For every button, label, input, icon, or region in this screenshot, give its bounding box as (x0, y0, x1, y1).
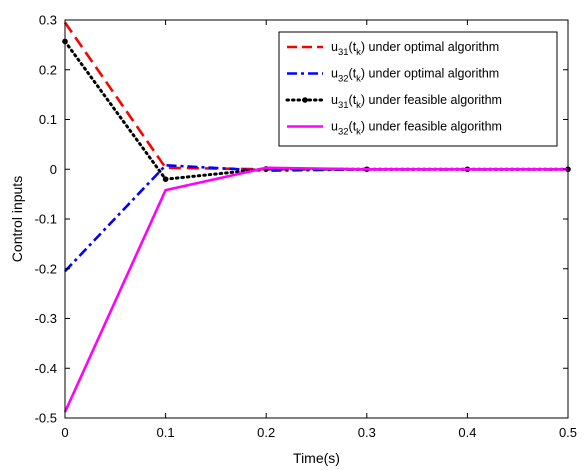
legend-label-3: u31(tk) under feasible algorithm (331, 93, 502, 111)
x-tick-label: 0 (61, 425, 68, 440)
x-tick-label: 0.3 (358, 425, 376, 440)
y-tick-label: -0.5 (35, 411, 57, 426)
legend: u31(tk) under optimal algorithm u32(tk) u… (278, 31, 558, 147)
series-line-4 (63, 166, 568, 413)
y-tick-label: -0.4 (35, 361, 57, 376)
y-tick-label: 0 (50, 162, 57, 177)
x-axis-label: Time(s) (293, 450, 340, 466)
x-tick-label: 0.5 (559, 425, 577, 440)
legend-box (278, 31, 558, 147)
y-tick-label: 0.3 (39, 13, 57, 28)
legend-label-2: u32(tk) under optimal algorithm (331, 67, 499, 85)
x-tick-label: 0.1 (157, 425, 175, 440)
legend-label-4: u32(tk) under feasible algorithm (331, 120, 502, 138)
y-axis-label: Control inputs (9, 176, 25, 262)
x-tick-label: 0.2 (257, 425, 275, 440)
y-tick-label: -0.3 (35, 311, 57, 326)
x-tick-label: 0.4 (458, 425, 476, 440)
y-tick-label: -0.1 (35, 212, 57, 227)
legend-label-1: u31(tk) under optimal algorithm (331, 40, 499, 58)
series-layer (62, 21, 571, 413)
series-line-2 (64, 164, 568, 273)
y-tick-label: 0.2 (39, 62, 57, 77)
y-tick-label: 0.1 (39, 112, 57, 127)
y-tick-label: -0.2 (35, 261, 57, 276)
legend-swatch-marker (302, 97, 308, 103)
series-3-point (162, 176, 169, 182)
ticks-layer: 0 0.1 0.2 0.3 0.4 0.5 -0.5 -0.4 -0.3 -0.2 -0.1 0 0.1… (35, 13, 577, 441)
